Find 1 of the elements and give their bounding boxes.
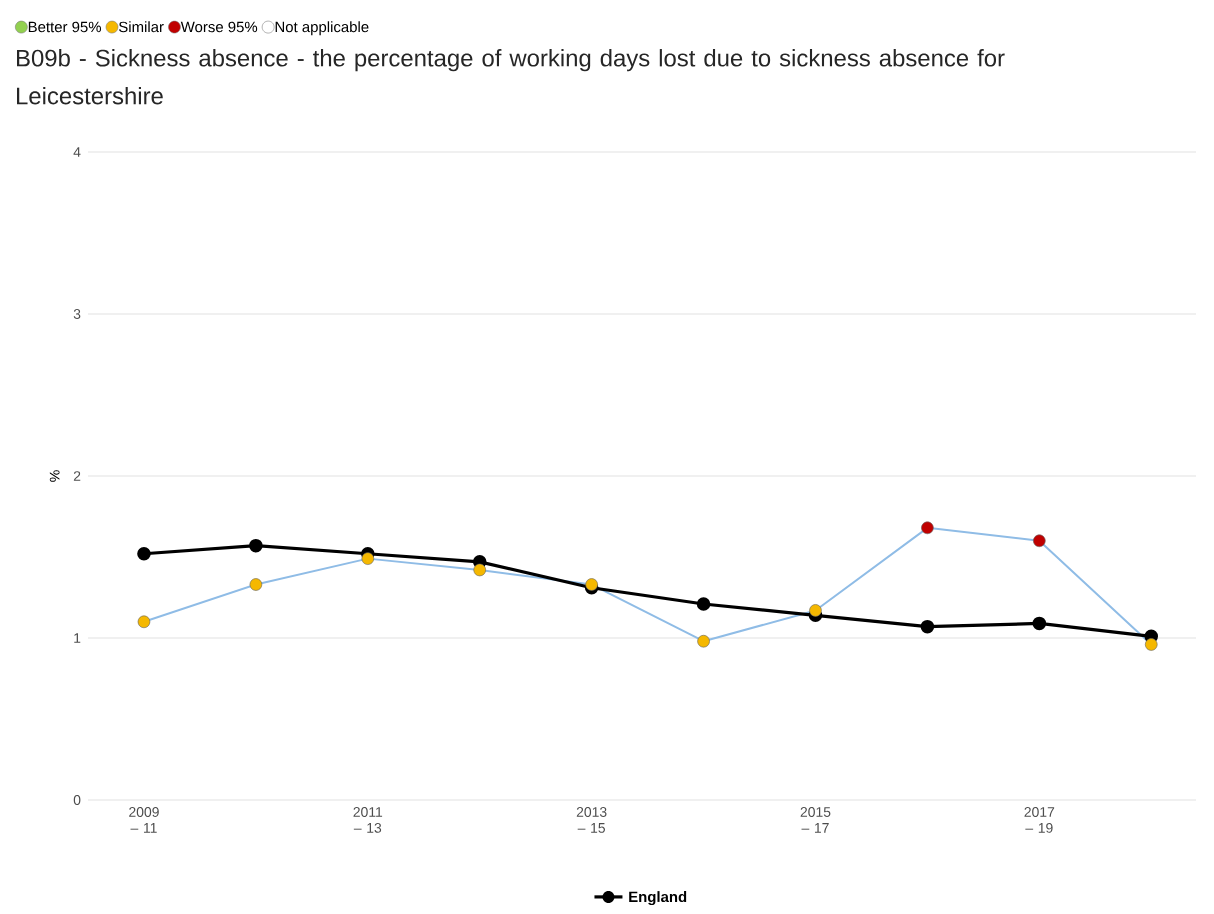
- chart-title: B09b - Sickness absence - the percentage of working days lost due to sickness absence for Leicestershire: [17, 49, 1005, 105]
